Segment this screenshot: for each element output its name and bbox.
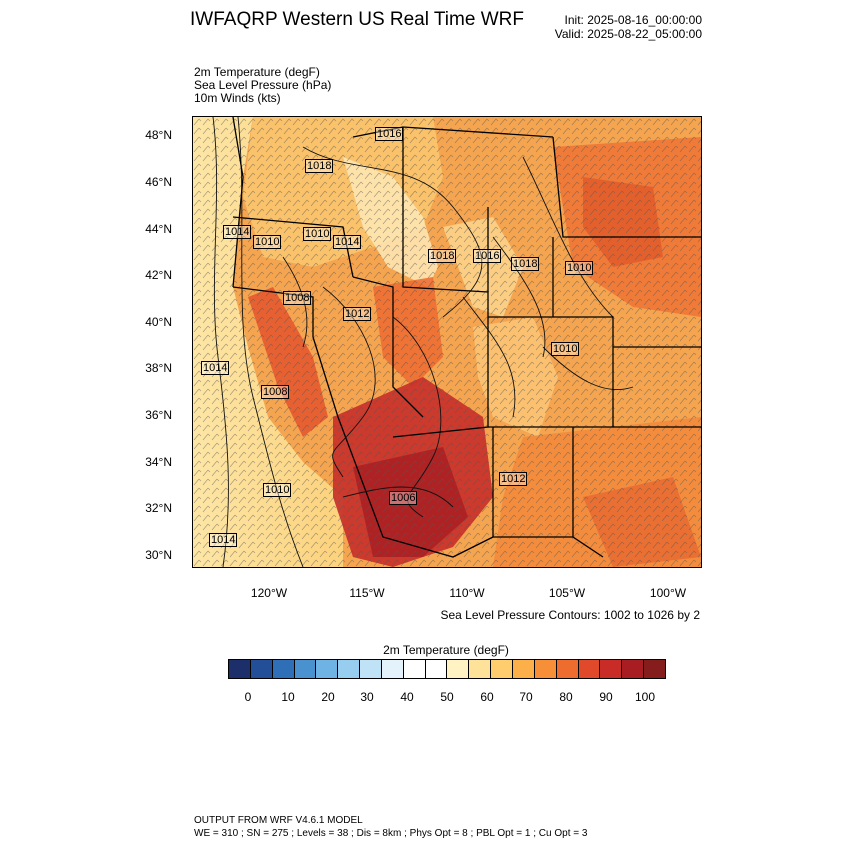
model-output-line: OUTPUT FROM WRF V4.6.1 MODEL	[194, 815, 363, 826]
pressure-contour-label: 1014	[333, 235, 362, 249]
colorbar-box	[469, 660, 492, 678]
pressure-contour-label: 1010	[303, 227, 332, 241]
colorbar-title: 2m Temperature (degF)	[383, 643, 509, 657]
colorbar-box	[512, 660, 535, 678]
map-panel: 1016 1018 1014 1010 1010 1014 1018 1016 1018 1010…	[192, 116, 702, 568]
state-borders	[232, 117, 701, 558]
pressure-contour-label: 1008	[283, 291, 312, 305]
pressure-contour-label: 1010	[565, 261, 594, 275]
model-config-line: WE = 310 ; SN = 275 ; Levels = 38 ; Dis …	[194, 828, 588, 839]
lon-label-100: 100°W	[649, 586, 687, 600]
pressure-contour-label: 1018	[511, 257, 540, 271]
pressure-contour-label: 1014	[223, 225, 252, 239]
pressure-contour-label: 1008	[261, 385, 290, 399]
field-winds-label: 10m Winds (kts)	[194, 91, 281, 105]
pressure-contour-label: 1018	[305, 159, 334, 173]
colorbar-box	[425, 660, 448, 678]
lat-label-44: 44°N	[145, 222, 172, 236]
lon-label-115: 115°W	[349, 586, 385, 600]
colorbar-tick-label: 20	[321, 690, 335, 704]
field-pressure-label: Sea Level Pressure (hPa)	[194, 78, 332, 92]
colorbar	[228, 659, 666, 679]
colorbar-tick-label: 80	[559, 690, 573, 704]
pressure-contour-label: 1018	[428, 249, 457, 263]
pressure-contour-label: 1010	[263, 483, 292, 497]
pressure-contour-label: 1014	[201, 361, 230, 375]
colorbar-box	[644, 660, 665, 678]
colorbar-tick-label: 50	[440, 690, 454, 704]
pressure-contour-label: 1012	[343, 307, 372, 321]
field-temperature-label: 2m Temperature (degF)	[194, 65, 320, 79]
colorbar-tick-label: 90	[599, 690, 613, 704]
colorbar-box	[403, 660, 426, 678]
colorbar-tick-label: 100	[634, 690, 656, 704]
lon-label-110: 110°W	[449, 586, 485, 600]
run-times: Init: 2025-08-16_00:00:00 Valid: 2025-08…	[555, 13, 702, 41]
lat-label-36: 36°N	[145, 408, 172, 422]
lat-label-30: 30°N	[145, 548, 172, 562]
pressure-contour-label: 1006	[389, 491, 418, 505]
colorbar-tick-label: 40	[400, 690, 414, 704]
lat-label-38: 38°N	[145, 361, 172, 375]
colorbar-tick-label: 70	[519, 690, 533, 704]
pressure-contour-label: 1010	[253, 235, 282, 249]
wind-barb-texture	[193, 117, 701, 567]
colorbar-box	[600, 660, 623, 678]
lat-label-32: 32°N	[145, 501, 172, 515]
colorbar-box	[338, 660, 361, 678]
pressure-contour-label: 1016	[375, 127, 404, 141]
plot-title: IWFAQRP Western US Real Time WRF	[190, 9, 524, 30]
colorbar-box	[381, 660, 404, 678]
colorbar-box	[294, 660, 317, 678]
lat-label-48: 48°N	[145, 128, 172, 142]
colorbar-tick-label: 10	[281, 690, 295, 704]
pressure-contour-label: 1014	[209, 533, 238, 547]
colorbar-tick-label: 60	[480, 690, 494, 704]
colorbar-box	[250, 660, 273, 678]
colorbar-box	[447, 660, 470, 678]
pressure-contour-label: 1010	[551, 342, 580, 356]
lon-label-105: 105°W	[548, 586, 586, 600]
lat-label-46: 46°N	[145, 175, 172, 189]
pressure-contour-label: 1016	[473, 249, 502, 263]
colorbar-box	[622, 660, 645, 678]
colorbar-box	[316, 660, 339, 678]
colorbar-box	[556, 660, 579, 678]
colorbar-box	[491, 660, 513, 678]
lat-label-34: 34°N	[145, 455, 172, 469]
pressure-contours	[212, 117, 634, 567]
colorbar-box	[578, 660, 601, 678]
lat-label-42: 42°N	[145, 268, 172, 282]
colorbar-box	[534, 660, 557, 678]
colorbar-tick-label: 30	[360, 690, 374, 704]
valid-time: Valid: 2025-08-22_05:00:00	[554, 27, 702, 41]
colorbar-box	[229, 660, 251, 678]
colorbar-box	[360, 660, 382, 678]
pressure-contour-label: 1012	[499, 472, 528, 486]
temperature-map	[193, 117, 701, 567]
init-time: Init: 2025-08-16_00:00:00	[564, 13, 702, 27]
colorbar-box	[272, 660, 295, 678]
lat-label-40: 40°N	[145, 315, 172, 329]
colorbar-tick-label: 0	[244, 690, 252, 704]
lon-label-120: 120°W	[250, 586, 288, 600]
contour-note: Sea Level Pressure Contours: 1002 to 102…	[440, 608, 701, 622]
